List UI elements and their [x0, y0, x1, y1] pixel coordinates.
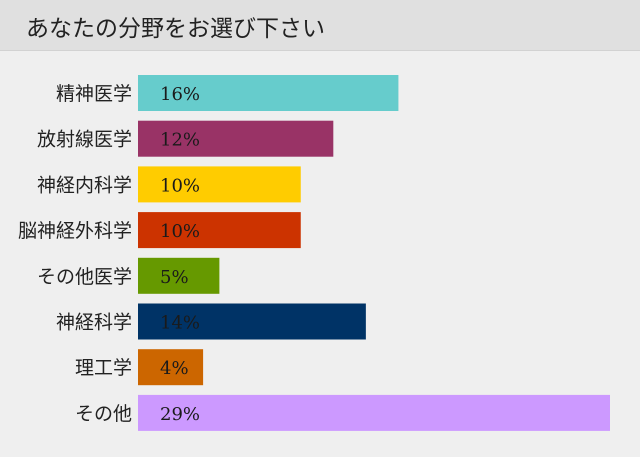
bar-7	[138, 394, 610, 431]
category-label-0: 精神医学	[56, 83, 132, 105]
category-label-4: その他医学	[37, 266, 132, 288]
category-label-7: その他	[75, 403, 132, 425]
page-title: あなたの分野をお選び下さい	[26, 16, 325, 42]
value-label-6: 4%	[160, 358, 189, 379]
bar-5	[138, 303, 366, 340]
value-label-7: 29%	[160, 404, 200, 425]
bar-1	[138, 120, 334, 157]
bar-4	[138, 257, 220, 294]
category-label-2: 神経内科学	[37, 174, 132, 196]
category-label-5: 神経科学	[56, 312, 132, 334]
category-label-1: 放射線医学	[37, 129, 132, 151]
bar-6	[138, 349, 204, 386]
header-bar: あなたの分野をお選び下さい	[0, 0, 640, 51]
value-label-0: 16%	[160, 84, 200, 105]
value-label-4: 5%	[160, 267, 189, 288]
category-label-3: 脳神経外科学	[18, 220, 132, 242]
bar-2	[138, 166, 301, 203]
value-label-5: 14%	[160, 313, 200, 334]
category-label-6: 理工学	[75, 357, 132, 379]
bar-3	[138, 212, 301, 249]
value-label-3: 10%	[160, 221, 200, 242]
bar-0	[138, 75, 399, 111]
value-label-2: 10%	[160, 175, 200, 196]
value-label-1: 12%	[160, 130, 200, 151]
